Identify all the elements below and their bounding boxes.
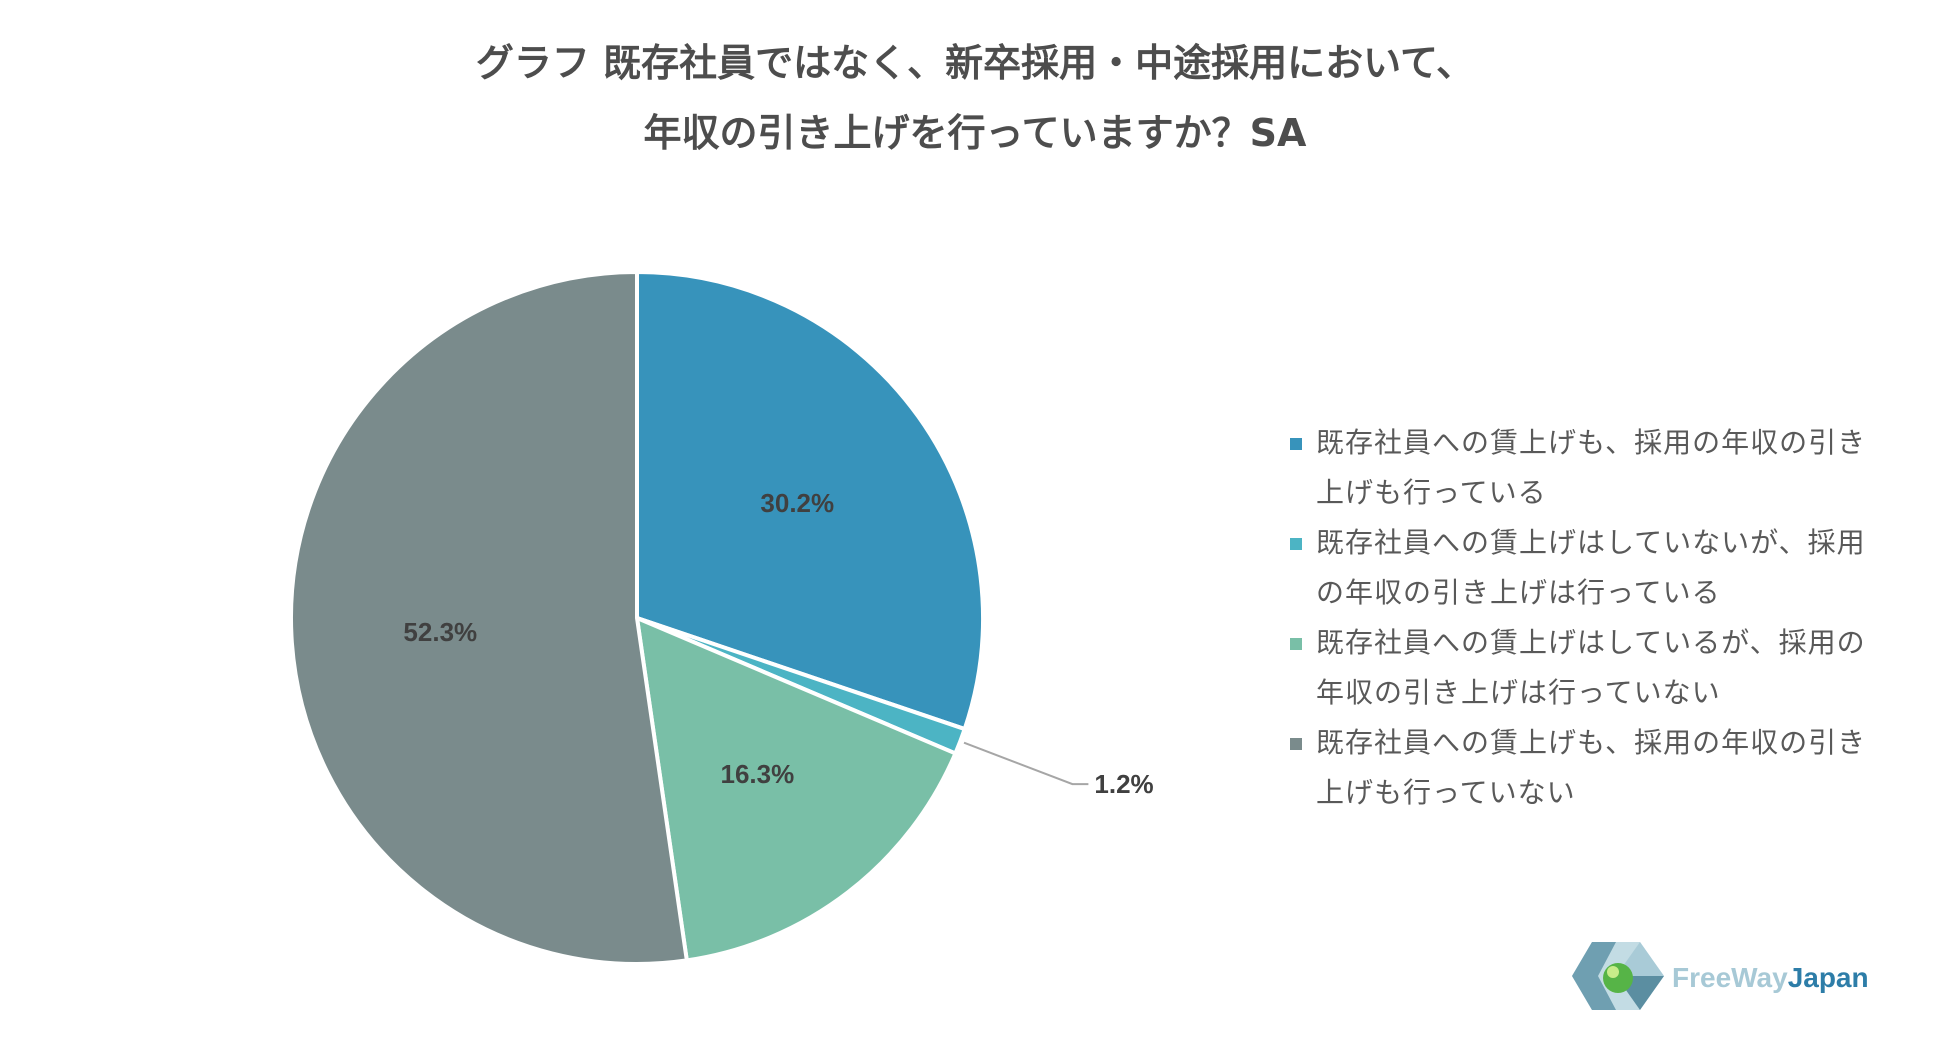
data-label-both: 30.2% (760, 488, 834, 518)
logo-text-freeway: FreeWay (1672, 962, 1788, 993)
pie-slice-existing-only (635, 616, 958, 963)
pie-slice-neither (289, 270, 689, 966)
legend-label-line: 上げも行っていない (1316, 776, 1576, 809)
legend-swatch (1290, 538, 1302, 550)
legend-item-neither: 既存社員への賃上げも、採用の年収の引き 上げも行っていない (1290, 718, 1916, 818)
legend-swatch (1290, 438, 1302, 450)
chart-title-line-2: 年収の引き上げを行っていますか？SA (643, 111, 1307, 155)
chart-title: グラフ 既存社員ではなく、新卒採用・中途採用において、 年収の引き上げを行ってい… (0, 28, 1950, 168)
legend-label-line: 既存社員への賃上げも、採用の年収の引き (1316, 726, 1867, 759)
legend-label-line: の年収の引き上げは行っている (1316, 576, 1721, 609)
data-label-existing-only: 16.3% (721, 759, 795, 789)
logo-hexagon-icon (1572, 942, 1664, 1010)
legend-item-hiring-only: 既存社員への賃上げはしていないが、採用 の年収の引き上げは行っている (1290, 518, 1916, 618)
legend-label-line: 既存社員への賃上げはしているが、採用の (1316, 626, 1866, 659)
data-label-neither: 52.3% (403, 617, 477, 647)
pie-slice-both (635, 270, 985, 732)
chart-legend: 既存社員への賃上げも、採用の年収の引き 上げも行っている 既存社員への賃上げはし… (1290, 418, 1930, 818)
data-label-hiring-only: 1.2% (1094, 769, 1153, 799)
legend-label-line: 上げも行っている (1316, 476, 1547, 509)
legend-item-existing-only: 既存社員への賃上げはしているが、採用の 年収の引き上げは行っていない (1290, 618, 1916, 718)
legend-label-line: 年収の引き上げは行っていない (1316, 676, 1721, 709)
legend-swatch (1290, 638, 1302, 650)
legend-label-line: 既存社員への賃上げも、採用の年収の引き (1316, 426, 1867, 459)
logo-text: FreeWayJapan (1672, 962, 1869, 994)
legend-label-line: 既存社員への賃上げはしていないが、採用 (1316, 526, 1866, 559)
chart-title-line-1: グラフ 既存社員ではなく、新卒採用・中途採用において、 (475, 41, 1475, 85)
legend-item-both: 既存社員への賃上げも、採用の年収の引き 上げも行っている (1290, 418, 1916, 518)
freewayjapan-logo: FreeWayJapan (1570, 936, 1900, 1016)
logo-text-japan: Japan (1787, 962, 1869, 993)
leader-line (963, 741, 1089, 786)
legend-swatch (1290, 738, 1302, 750)
